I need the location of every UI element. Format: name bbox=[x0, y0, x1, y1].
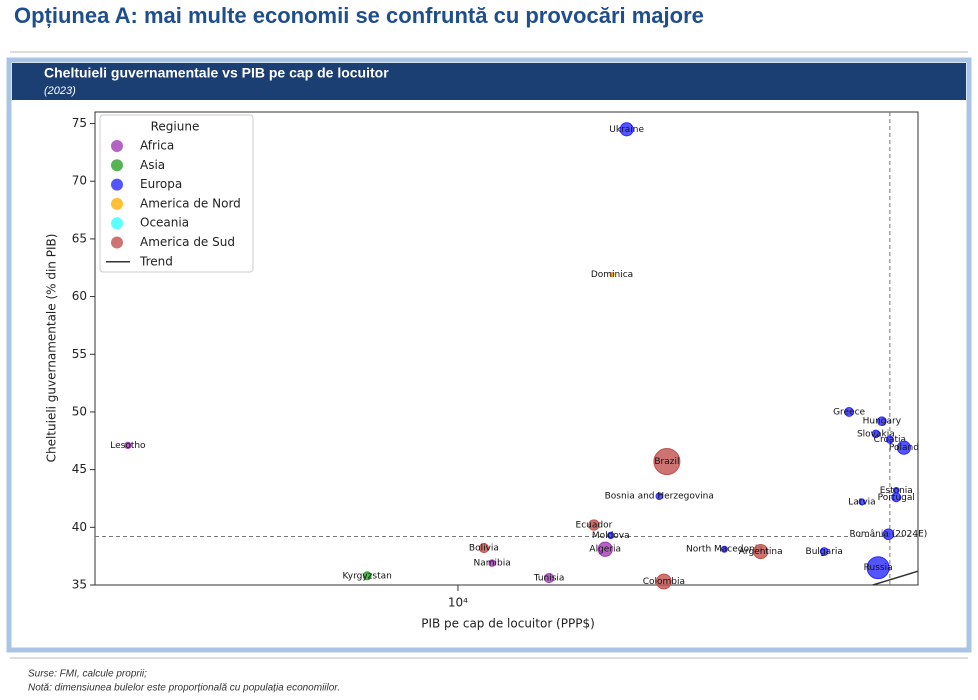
bubble bbox=[619, 122, 634, 137]
point-label: Brazil bbox=[654, 457, 679, 467]
y-tick-label: 65 bbox=[72, 231, 87, 245]
legend-marker bbox=[111, 236, 123, 249]
bubble bbox=[858, 498, 866, 506]
point-label: Greece bbox=[833, 407, 865, 417]
point-label: Moldova bbox=[592, 531, 630, 541]
bubble bbox=[478, 542, 490, 554]
point-label: Estonia bbox=[880, 486, 913, 496]
chart-subtitle: (2023) bbox=[44, 85, 76, 97]
page-title: Opțiunea A: mai multe economii se confru… bbox=[14, 3, 704, 28]
x-axis-label: PIB pe cap de locuitor (PPP$) bbox=[421, 617, 595, 631]
y-tick-label: 75 bbox=[72, 116, 87, 130]
point-label: Slovakia bbox=[857, 429, 895, 439]
y-tick-label: 40 bbox=[72, 520, 87, 534]
chart-title: Cheltuieli guvernamentale vs PIB pe cap … bbox=[44, 65, 389, 81]
point-label: Ukraine bbox=[609, 125, 644, 135]
legend-label: Oceania bbox=[140, 216, 189, 230]
point-label: North Macedonia bbox=[686, 545, 763, 555]
legend-marker bbox=[111, 159, 123, 172]
point-label: Bulgaria bbox=[806, 547, 843, 557]
point-label: Hungary bbox=[863, 417, 902, 427]
point-label: Bosnia and Herzegovina bbox=[605, 492, 714, 502]
footnote: Surse: FMI, calcule proprii; bbox=[28, 669, 147, 680]
point-label: Russia bbox=[864, 563, 893, 573]
point-label: Portugal bbox=[878, 493, 915, 503]
y-tick-label: 45 bbox=[72, 462, 87, 476]
legend-marker bbox=[111, 140, 123, 152]
y-tick-label: 55 bbox=[72, 347, 87, 361]
chart-header bbox=[12, 63, 966, 100]
point-label: Kyrgyzstan bbox=[343, 571, 392, 581]
y-tick-label: 70 bbox=[72, 174, 87, 188]
y-tick-label: 50 bbox=[72, 404, 87, 418]
point-label: Namibia bbox=[473, 559, 510, 569]
point-label: Algeria bbox=[589, 545, 621, 555]
point-label: Tunisia bbox=[533, 574, 565, 584]
legend-box bbox=[99, 114, 254, 273]
legend-title: Regiune bbox=[151, 120, 200, 134]
bubble bbox=[819, 547, 829, 556]
bubble bbox=[871, 429, 881, 439]
bubble bbox=[877, 416, 887, 426]
point-label: Bolivia bbox=[469, 544, 499, 554]
bubble bbox=[753, 543, 769, 560]
legend-marker bbox=[111, 217, 123, 230]
footnote: Notă: dimensiunea bulelor este proporțio… bbox=[28, 683, 340, 694]
point-label: Latvia bbox=[848, 497, 875, 507]
point-label: Dominica bbox=[591, 270, 633, 280]
bubble bbox=[882, 528, 895, 541]
bubble bbox=[362, 571, 372, 581]
point-label: Croatia bbox=[874, 435, 906, 445]
bubble bbox=[488, 559, 496, 567]
legend-label: America de Nord bbox=[140, 196, 241, 210]
legend-marker bbox=[111, 197, 123, 210]
bubble bbox=[124, 441, 132, 450]
legend-marker bbox=[111, 178, 123, 191]
legend-label: Asia bbox=[140, 158, 165, 172]
legend-label: America de Sud bbox=[140, 235, 235, 249]
bubble bbox=[655, 573, 672, 590]
bubble bbox=[885, 435, 894, 444]
point-label: Ecuador bbox=[576, 521, 613, 531]
bubble bbox=[653, 448, 681, 476]
plot-area bbox=[94, 111, 919, 586]
point-label: România (2024E) bbox=[849, 530, 927, 540]
bubble bbox=[609, 271, 615, 278]
point-label: Lesotho bbox=[110, 441, 146, 451]
x-tick-label: 10⁴ bbox=[448, 596, 468, 610]
bubble bbox=[655, 492, 664, 501]
bubble bbox=[543, 572, 555, 584]
bubble bbox=[896, 440, 911, 455]
trend-line bbox=[872, 570, 919, 586]
legend-label: Trend bbox=[139, 254, 173, 268]
bubble bbox=[720, 545, 728, 553]
bubble bbox=[597, 541, 613, 557]
point-label: Colombia bbox=[643, 577, 685, 587]
bubble bbox=[866, 556, 890, 580]
y-axis-label: Cheltuieli guvernamentale (% din PIB) bbox=[45, 234, 59, 463]
bubble bbox=[844, 407, 855, 417]
point-label: Argentina bbox=[739, 547, 783, 557]
point-label: Poland bbox=[889, 443, 919, 453]
y-tick-label: 60 bbox=[72, 289, 87, 303]
bubble bbox=[588, 519, 600, 531]
legend-label: Europa bbox=[140, 177, 182, 191]
y-tick-label: 35 bbox=[72, 578, 87, 592]
legend-label: Africa bbox=[140, 139, 174, 153]
bubble bbox=[891, 492, 902, 503]
bubble bbox=[607, 531, 615, 540]
